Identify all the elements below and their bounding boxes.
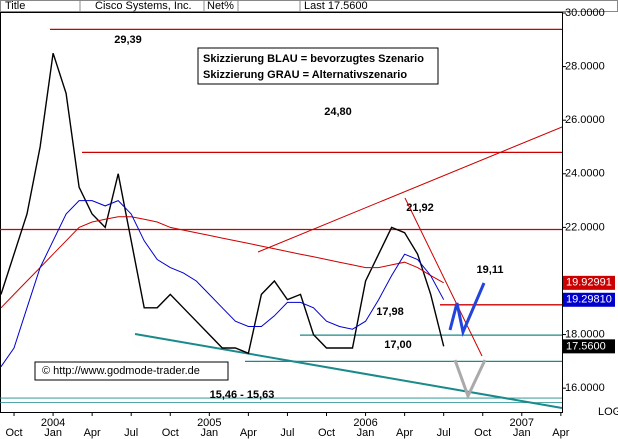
x-tick-label: Oct: [318, 427, 335, 439]
trend-line: [134, 333, 563, 409]
y-tick-label: 28.0000: [565, 60, 605, 72]
year-label: 2005: [197, 417, 221, 429]
marker-label: 19.92991: [566, 277, 612, 289]
y-tick-label: 26.0000: [565, 114, 605, 126]
marker-label: 17.5600: [566, 340, 606, 352]
legend-text: Skizzierung BLAU = bevorzugtes Szenario: [203, 53, 424, 65]
trend-line: [404, 197, 483, 357]
legend-box: [197, 47, 439, 85]
series-line: [0, 52, 445, 355]
x-tick-label: Oct: [5, 427, 22, 439]
trend-line: [257, 126, 563, 253]
y-tick-label: 16.0000: [565, 382, 605, 394]
y-tick-label: 24.0000: [565, 168, 605, 180]
level-label: 24,80: [324, 106, 352, 118]
legend-text: Skizzierung GRAU = Alternativszenario: [203, 69, 407, 81]
series-line: [0, 200, 445, 367]
plot-frame: [0, 12, 563, 413]
x-tick-label: Jul: [280, 427, 294, 439]
y-tick-label: 30.0000: [565, 7, 605, 19]
x-tick-label: Jan: [357, 427, 375, 439]
x-tick-label: Oct: [162, 427, 179, 439]
level-label: 19,11: [477, 264, 504, 276]
x-tick-label: Oct: [474, 427, 491, 439]
level-label: 17,98: [376, 306, 404, 318]
band-label: 15,46 - 15,63: [210, 389, 275, 401]
header: Title Cisco Systems, Inc. Net% Last 17.5…: [0, 0, 618, 12]
x-tick-label: Apr: [552, 427, 569, 439]
x-tick-label: Jan: [44, 427, 62, 439]
x-tick-label: Apr: [84, 427, 101, 439]
year-label: 2007: [510, 417, 534, 429]
scenario-sketch: [453, 359, 487, 400]
level-label: 29,39: [114, 34, 142, 46]
header-cell: Cisco Systems, Inc.: [95, 0, 192, 12]
value-marker: [563, 275, 615, 290]
value-marker: [563, 292, 615, 307]
y-tick-label: 18.0000: [565, 328, 605, 340]
header-cell: Net%: [207, 0, 234, 12]
copyright: © http://www.godmode-trader.de: [42, 365, 200, 377]
x-tick-label: Apr: [396, 427, 413, 439]
scale-label: LOG: [598, 406, 618, 418]
level-label: 17,00: [384, 339, 412, 351]
x-tick-label: Jul: [124, 427, 138, 439]
marker-label: 19.29810: [566, 294, 612, 306]
y-tick-label: 22.0000: [565, 221, 605, 233]
value-marker: [563, 339, 615, 354]
level-label: 21,92: [406, 202, 434, 214]
year-label: 2004: [41, 417, 65, 429]
x-tick-label: Jan: [513, 427, 531, 439]
header-cell: Title: [5, 0, 25, 12]
series-line: [0, 216, 444, 309]
scenario-sketch: [448, 282, 486, 337]
x-tick-label: Jan: [200, 427, 218, 439]
x-tick-label: Jul: [437, 427, 451, 439]
copyright-box: [34, 361, 229, 381]
x-tick-label: Apr: [240, 427, 257, 439]
header-cell: Last 17.5600: [304, 0, 368, 12]
year-label: 2006: [353, 417, 377, 429]
